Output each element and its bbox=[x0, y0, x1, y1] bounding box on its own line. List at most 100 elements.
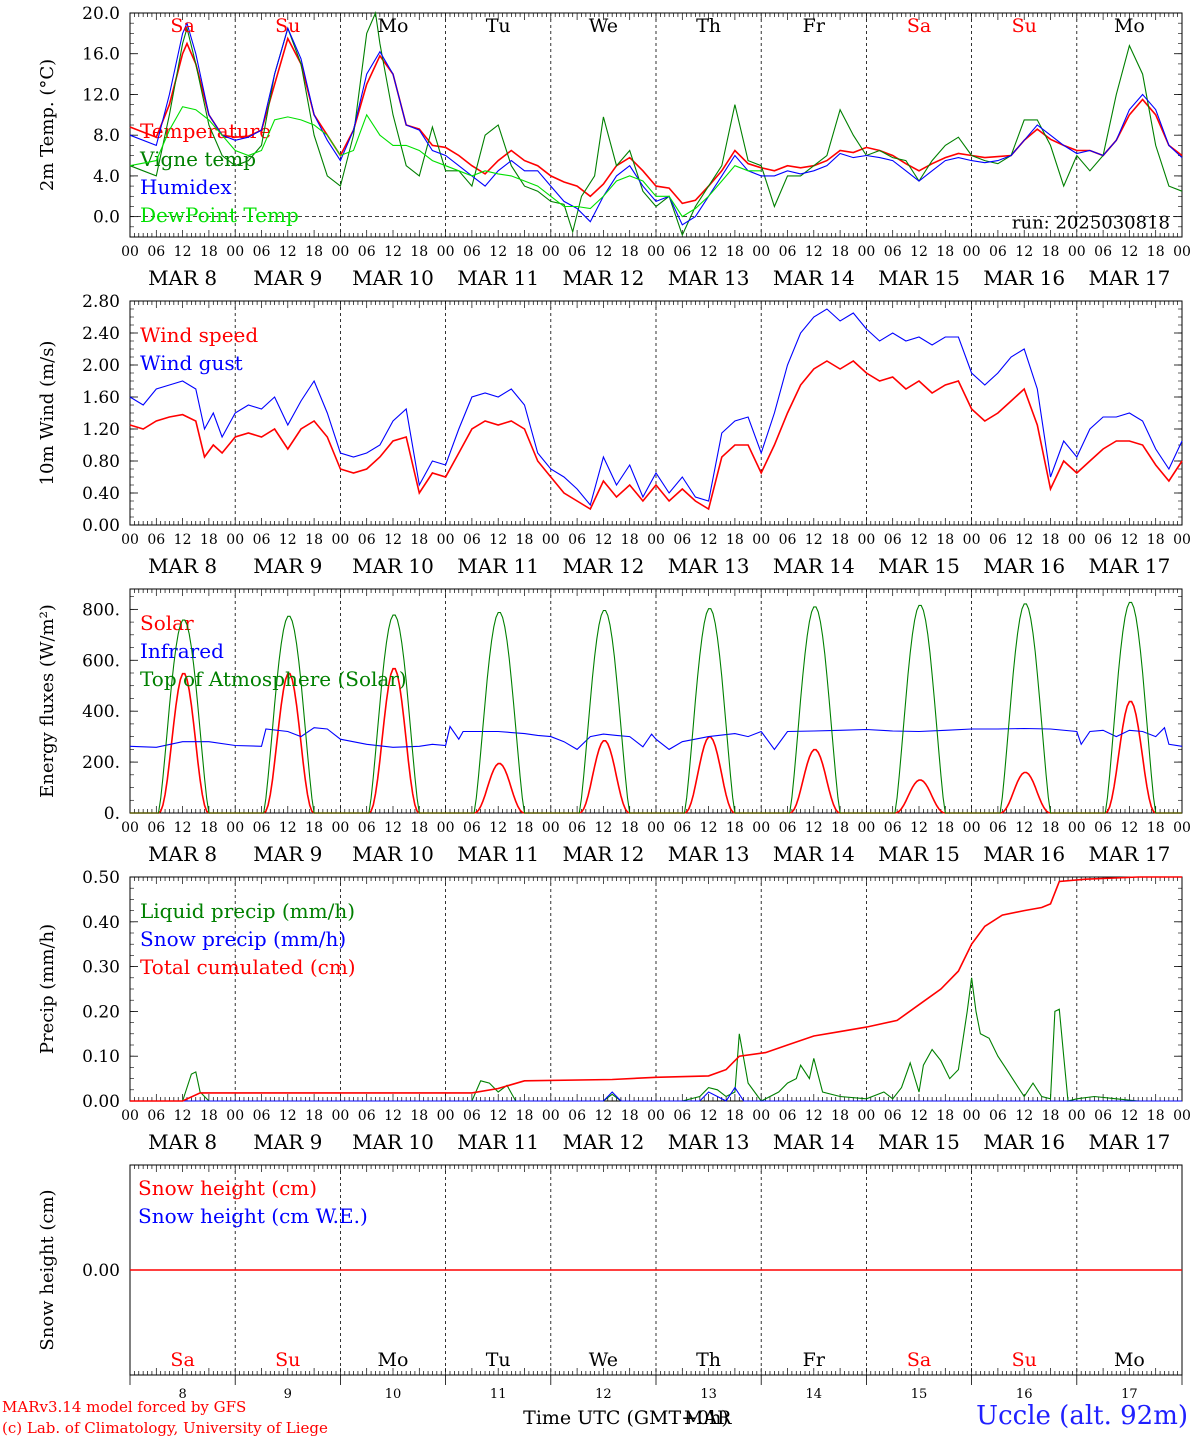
hour-tick-label: 00 bbox=[437, 820, 455, 836]
hour-tick-label: 06 bbox=[1094, 532, 1112, 548]
date-label: MAR 8 bbox=[148, 266, 217, 290]
y-tick-label: 1.20 bbox=[82, 420, 120, 440]
hour-tick-label: 06 bbox=[568, 532, 586, 548]
day-label: Su bbox=[1012, 1349, 1037, 1371]
y-tick-label: 12.0 bbox=[82, 85, 120, 105]
panel-frame bbox=[129, 300, 1183, 526]
hour-tick-label: 00 bbox=[647, 820, 665, 836]
hour-tick-label: 00 bbox=[437, 1108, 455, 1124]
day-number: 14 bbox=[806, 1387, 823, 1402]
hour-tick-label: 06 bbox=[463, 244, 481, 260]
hour-tick-label: 00 bbox=[1068, 1108, 1086, 1124]
date-label: MAR 8 bbox=[148, 554, 217, 578]
day-number: 8 bbox=[178, 1387, 186, 1402]
hour-tick-label: 18 bbox=[936, 532, 954, 548]
day-number: 10 bbox=[385, 1387, 402, 1402]
hour-tick-label: 00 bbox=[1068, 532, 1086, 548]
y-tick-label: 16.0 bbox=[82, 45, 120, 65]
hour-tick-label: 18 bbox=[200, 532, 218, 548]
hour-tick-label: 06 bbox=[568, 244, 586, 260]
date-label: MAR 8 bbox=[148, 842, 217, 866]
hour-tick-label: 12 bbox=[594, 532, 612, 548]
date-label: MAR 15 bbox=[878, 554, 960, 578]
hour-tick-label: 06 bbox=[884, 244, 902, 260]
y-tick-label: 0.00 bbox=[82, 1092, 120, 1112]
legend-entry: Solar bbox=[140, 611, 194, 635]
y-tick-label: 20.0 bbox=[82, 4, 120, 24]
hour-tick-label: 06 bbox=[358, 244, 376, 260]
hour-tick-label: 12 bbox=[489, 1108, 507, 1124]
hour-tick-label: 18 bbox=[200, 244, 218, 260]
y-tick-label: 0.40 bbox=[82, 913, 120, 933]
hour-tick-label: 12 bbox=[384, 532, 402, 548]
date-label: MAR 13 bbox=[668, 554, 750, 578]
date-label: MAR 11 bbox=[457, 554, 539, 578]
hour-tick-label: 06 bbox=[989, 532, 1007, 548]
hour-tick-label: 18 bbox=[726, 532, 744, 548]
y-tick-label: 1.60 bbox=[82, 388, 120, 408]
series-line-infrared bbox=[129, 725, 1183, 751]
hour-tick-label: 12 bbox=[489, 244, 507, 260]
legend-entry: Liquid precip (mm/h) bbox=[140, 899, 355, 923]
hour-tick-label: 00 bbox=[647, 532, 665, 548]
date-label: MAR 14 bbox=[773, 842, 855, 866]
hour-tick-label: 18 bbox=[1147, 532, 1165, 548]
date-label: MAR 14 bbox=[773, 554, 855, 578]
hour-tick-label: 06 bbox=[253, 820, 271, 836]
hour-tick-label: 00 bbox=[752, 244, 770, 260]
hour-tick-label: 12 bbox=[174, 1108, 192, 1124]
hour-tick-label: 12 bbox=[279, 1108, 297, 1124]
day-label: Su bbox=[275, 15, 300, 37]
hour-tick-label: 06 bbox=[253, 244, 271, 260]
hour-tick-label: 00 bbox=[1173, 820, 1191, 836]
hour-tick-label: 18 bbox=[831, 532, 849, 548]
hour-tick-label: 00 bbox=[121, 1108, 139, 1124]
y-tick-label: 0.00 bbox=[82, 516, 120, 536]
hour-tick-label: 18 bbox=[516, 820, 534, 836]
hour-tick-label: 06 bbox=[568, 820, 586, 836]
date-label: MAR 11 bbox=[457, 266, 539, 290]
date-label: MAR 12 bbox=[563, 554, 645, 578]
hour-tick-label: 18 bbox=[726, 244, 744, 260]
hour-tick-label: 06 bbox=[358, 1108, 376, 1124]
date-label: MAR 17 bbox=[1089, 842, 1171, 866]
hour-tick-label: 06 bbox=[147, 1108, 165, 1124]
legend-entry: Wind gust bbox=[140, 351, 243, 375]
hour-tick-label: 12 bbox=[700, 244, 718, 260]
legend-entry: Humidex bbox=[140, 175, 232, 199]
hour-tick-label: 00 bbox=[752, 532, 770, 548]
hour-tick-label: 12 bbox=[1015, 820, 1033, 836]
hour-tick-label: 00 bbox=[963, 820, 981, 836]
day-number: 17 bbox=[1121, 1387, 1138, 1402]
series-line-humidex bbox=[129, 21, 1183, 226]
hour-tick-label: 12 bbox=[910, 532, 928, 548]
date-label: MAR 10 bbox=[352, 1130, 434, 1154]
run-label: run: 2025030818 bbox=[1012, 213, 1170, 234]
hour-tick-label: 00 bbox=[542, 1108, 560, 1124]
legend-entry: Wind speed bbox=[140, 323, 258, 347]
hour-tick-label: 06 bbox=[673, 244, 691, 260]
date-label: MAR 16 bbox=[983, 1130, 1065, 1154]
day-label: Fr bbox=[803, 15, 826, 37]
hour-tick-label: 06 bbox=[358, 820, 376, 836]
hour-tick-label: 18 bbox=[516, 532, 534, 548]
hour-tick-label: 18 bbox=[305, 532, 323, 548]
hour-tick-label: 12 bbox=[384, 244, 402, 260]
hour-tick-label: 18 bbox=[621, 1108, 639, 1124]
hour-tick-label: 12 bbox=[805, 244, 823, 260]
date-label: MAR 12 bbox=[563, 266, 645, 290]
day-number: 11 bbox=[490, 1387, 507, 1402]
day-label: Sa bbox=[170, 1349, 194, 1371]
hour-tick-label: 18 bbox=[516, 244, 534, 260]
x-axis-label: Time UTC (GMT+0h) bbox=[523, 1407, 729, 1429]
day-number: 13 bbox=[700, 1387, 717, 1402]
panel-snow: 0.00 Snow height (cm) Snow height (cm) Snow… bbox=[37, 1164, 1183, 1429]
hour-tick-label: 18 bbox=[410, 244, 428, 260]
hour-tick-label: 06 bbox=[568, 1108, 586, 1124]
hour-tick-label: 06 bbox=[463, 532, 481, 548]
series-line-vigne-temp bbox=[129, 10, 1183, 237]
day-number: 15 bbox=[911, 1387, 928, 1402]
hour-tick-label: 06 bbox=[884, 1108, 902, 1124]
date-label: MAR 14 bbox=[773, 1130, 855, 1154]
lab-credit: (c) Lab. of Climatology, University of L… bbox=[2, 1419, 328, 1437]
